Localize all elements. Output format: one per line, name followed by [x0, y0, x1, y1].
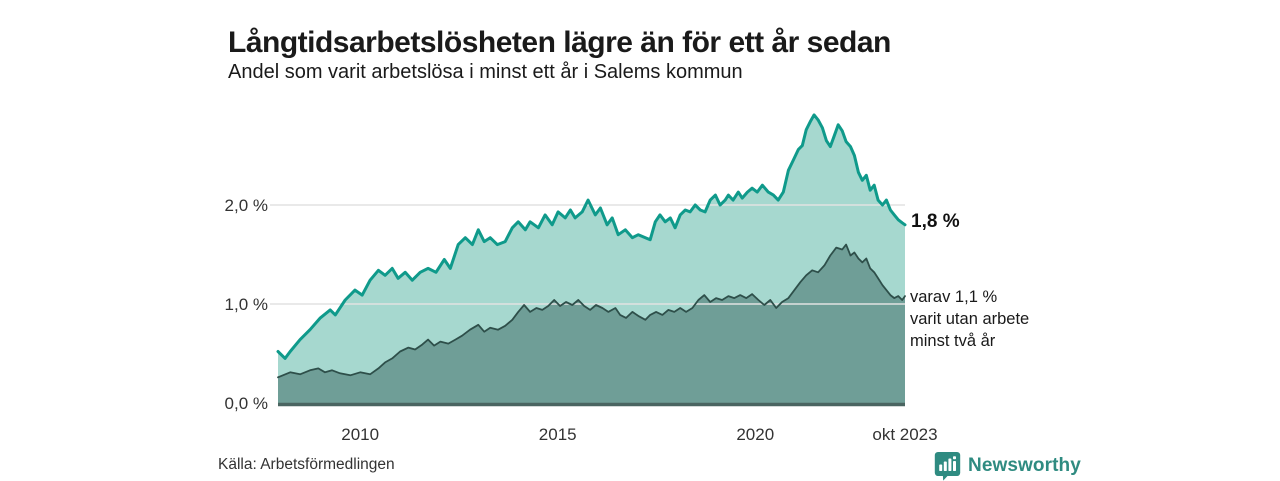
y-tick-label: 1,0 %	[225, 295, 268, 314]
x-tick-label: 2020	[736, 425, 774, 444]
bar-chart-bubble-icon	[934, 452, 961, 481]
subset-annotation-line: varit utan arbete	[910, 310, 1030, 328]
subset-area-fill	[278, 244, 905, 403]
x-tick-label: 2010	[341, 425, 379, 444]
subset-annotation-line: varav 1,1 %	[910, 288, 998, 306]
y-tick-label: 2,0 %	[225, 196, 268, 215]
y-tick-label: 0,0 %	[225, 394, 268, 413]
newsworthy-logo: Newsworthy	[934, 451, 1081, 481]
total-line	[276, 113, 907, 360]
chart-subtitle: Andel som varit arbetslösa i minst ett å…	[228, 61, 743, 83]
brand-wordmark: Newsworthy	[968, 455, 1081, 476]
page-title: Långtidsarbetslösheten lägre än för ett …	[228, 26, 891, 60]
x-tick-label: okt 2023	[872, 425, 937, 444]
subset-line	[277, 243, 906, 379]
subset-annotation: varav 1,1 % varit utan arbete minst två …	[910, 286, 1029, 352]
source-credit: Källa: Arbetsförmedlingen	[218, 456, 395, 473]
subset-annotation-line: minst två år	[910, 332, 996, 350]
x-tick-label: 2015	[539, 425, 577, 444]
latest-value-label: 1,8 %	[911, 211, 960, 232]
